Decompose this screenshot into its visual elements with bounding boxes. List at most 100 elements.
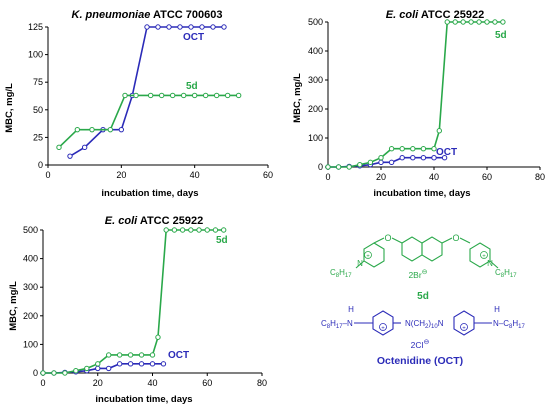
data-point-5d — [204, 227, 210, 233]
data-point-oct — [431, 155, 437, 161]
data-point-5d — [73, 368, 79, 374]
x-axis-label: incubation time, days — [101, 188, 198, 199]
oct-plus-right — [460, 323, 468, 331]
series-line-oct — [43, 363, 164, 374]
x-tick-label: 0 — [40, 378, 45, 388]
counterion-oct: 2Cl⊖ — [411, 339, 430, 350]
counterion-5d: 2Br⊖ — [408, 269, 427, 280]
pyridinium-n-right: N — [487, 259, 493, 268]
chart-title: E. coli ATCC 25922 — [105, 215, 203, 227]
data-point-5d — [56, 144, 62, 151]
data-point-5d — [89, 126, 95, 133]
data-point-5d — [436, 128, 442, 134]
naphthalene-ring-a — [401, 236, 423, 262]
x-axis-label: incubation time, days — [373, 188, 470, 199]
ether-oxygen-right: O — [452, 233, 459, 243]
data-point-5d — [220, 227, 227, 233]
data-point-5d — [116, 352, 123, 358]
data-point-oct — [410, 155, 416, 161]
series-line-oct — [328, 156, 445, 168]
left-pyridinium-ring — [363, 242, 385, 268]
substituent-left: C8H17 — [330, 268, 352, 279]
data-point-oct — [388, 159, 395, 166]
data-point-5d — [74, 126, 81, 133]
data-point-oct — [378, 159, 384, 166]
chart-title: K. pneumoniae ATCC 700603 — [72, 9, 223, 21]
compound-name-5d: 5d — [417, 291, 429, 302]
substituent-right: C8H17 — [495, 268, 517, 279]
data-point-5d — [133, 92, 139, 99]
data-point-5d — [163, 227, 169, 233]
plus-charge-right — [480, 251, 488, 259]
data-point-oct — [67, 153, 73, 159]
compound-name-octenidine: Octenidine (OCT) — [377, 355, 463, 367]
data-point-5d — [180, 92, 187, 99]
data-point-5d — [188, 227, 194, 233]
data-point-oct — [441, 155, 448, 161]
series-label-oct: OCT — [436, 147, 457, 158]
x-tick-label: 60 — [202, 378, 212, 388]
data-point-5d — [138, 352, 145, 358]
x-tick-label: 40 — [147, 378, 157, 388]
y-tick-label: 0 — [38, 160, 43, 170]
data-point-5d — [196, 227, 202, 233]
data-point-oct — [399, 155, 405, 161]
data-point-5d — [122, 92, 128, 99]
series-label-5d: 5d — [186, 81, 198, 92]
y-tick-label: 125 — [28, 22, 43, 32]
data-point-5d — [410, 146, 416, 152]
y-axis-label: MBC, mg/L — [292, 73, 303, 123]
x-axis-label: incubation time, days — [95, 394, 192, 405]
structure-5d — [355, 236, 499, 269]
data-point-oct — [81, 144, 88, 151]
data-point-oct — [118, 126, 125, 133]
data-point-oct — [160, 361, 167, 367]
data-point-5d — [127, 352, 134, 358]
data-point-oct — [106, 365, 112, 372]
svg-text:+: + — [462, 326, 466, 332]
y-tick-label: 300 — [23, 282, 38, 292]
data-point-5d — [149, 352, 156, 358]
data-point-oct — [155, 24, 161, 30]
right-pyridinium-ring — [469, 242, 491, 268]
data-point-5d — [357, 161, 363, 168]
data-point-5d — [106, 352, 112, 358]
data-point-5d — [325, 164, 331, 170]
data-point-5d — [51, 370, 57, 376]
data-point-5d — [158, 92, 165, 99]
data-point-5d — [431, 146, 437, 152]
x-tick-label: 60 — [263, 170, 273, 180]
data-point-5d — [202, 92, 209, 99]
data-point-5d — [460, 19, 466, 25]
y-tick-label: 50 — [33, 105, 43, 115]
data-point-5d — [484, 19, 490, 25]
data-point-5d — [500, 19, 506, 25]
data-point-5d — [179, 227, 186, 233]
oct-ring-right — [453, 310, 475, 336]
x-tick-label: 20 — [116, 170, 126, 180]
svg-text:+: + — [482, 254, 486, 260]
data-point-5d — [420, 146, 427, 152]
y-tick-label: 75 — [33, 77, 43, 87]
data-point-5d — [468, 19, 474, 25]
ether-oxygen-left: O — [384, 233, 391, 243]
x-tick-label: 20 — [376, 172, 386, 182]
data-point-5d — [335, 164, 342, 170]
data-point-5d — [212, 227, 219, 233]
x-tick-label: 80 — [257, 378, 267, 388]
x-tick-label: 40 — [429, 172, 439, 182]
structure-5d-labels: O O N + N + C8H17 C8H17 2Br⊖ 5d — [330, 233, 517, 302]
series-line-5d — [43, 229, 224, 374]
x-tick-label: 0 — [45, 170, 50, 180]
data-point-5d — [444, 19, 450, 25]
data-point-oct — [127, 361, 134, 367]
data-point-5d — [378, 155, 384, 161]
y-tick-label: 300 — [308, 75, 323, 85]
chart-k-pneumoniae: K. pneumoniae ATCC 700603 MBC, mg/L incu… — [4, 9, 273, 199]
y-tick-label: 200 — [23, 311, 38, 321]
chart-e-coli-bottom: E. coli ATCC 25922 MBC, mg/L incubation … — [8, 215, 267, 405]
series-line-oct — [69, 26, 224, 157]
series-label-5d: 5d — [216, 235, 228, 246]
naphthalene-ring-b — [421, 236, 443, 262]
data-point-5d — [147, 92, 154, 99]
